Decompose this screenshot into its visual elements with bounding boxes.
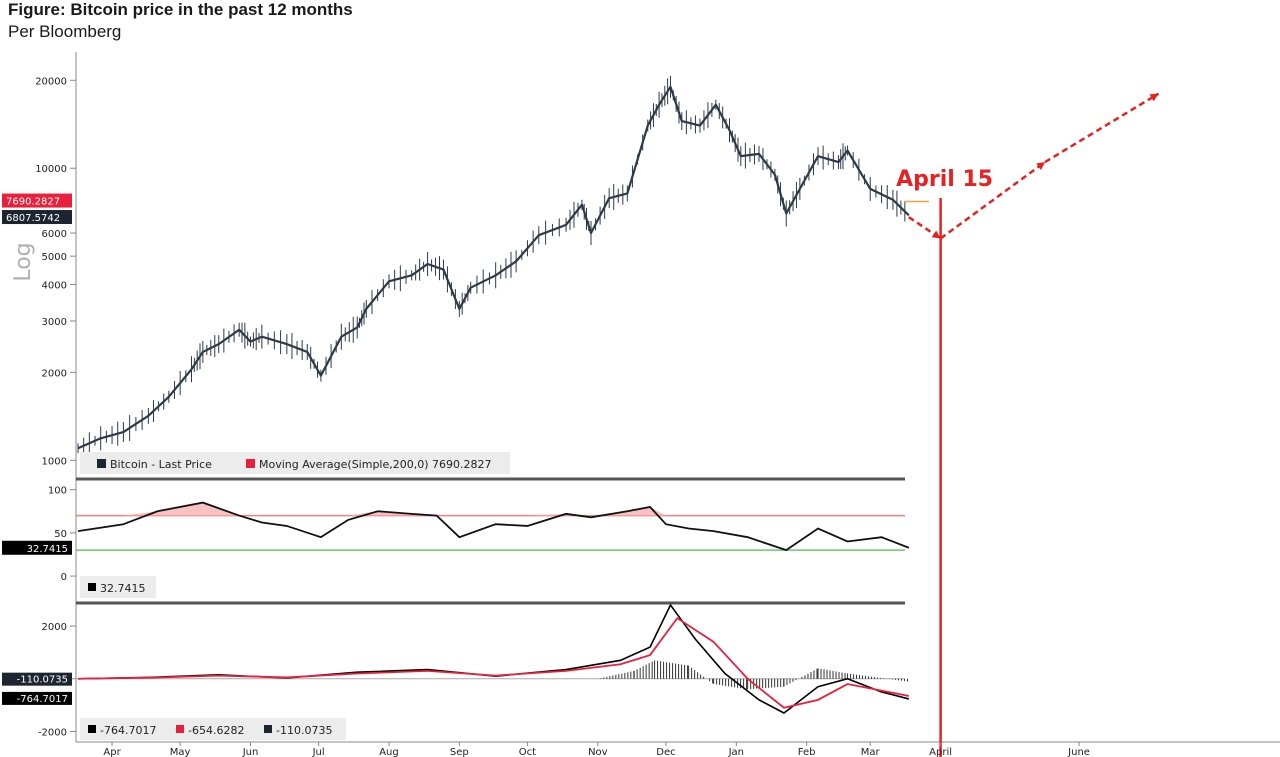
macd-legend-swatch xyxy=(176,725,184,733)
rsi-overbought-fill xyxy=(348,511,378,516)
projection-arrowhead xyxy=(1036,162,1046,170)
y-tick-label: 5000 xyxy=(42,252,67,263)
macd-tick-label: -2000 xyxy=(38,727,67,738)
rsi-overbought-fill xyxy=(527,513,567,516)
rsi-overbought-fill xyxy=(627,506,651,516)
macd-tag-hist-label: -110.0735 xyxy=(17,675,68,686)
projection-arrowhead xyxy=(931,230,941,239)
y-tick-label: 1000 xyxy=(42,456,67,467)
y-tick-label: 3000 xyxy=(42,317,67,328)
rsi-tag xyxy=(2,540,72,555)
month-label: Jan xyxy=(728,747,744,757)
macd-legend-label: -764.7017 xyxy=(100,724,156,737)
macd-legend-label: -654.6282 xyxy=(188,724,244,737)
legend-label-ma: Moving Average(Simple,200,0) 7690.2827 xyxy=(259,458,492,471)
projection-arrowhead xyxy=(1149,93,1159,102)
y-tick-label: 2000 xyxy=(42,368,67,379)
rsi-legend-box xyxy=(80,576,156,598)
month-label: Oct xyxy=(519,747,536,757)
macd-line xyxy=(77,603,910,714)
y-tick-label: 20000 xyxy=(35,76,67,87)
month-label: Aug xyxy=(379,747,399,757)
macd-tick-label: 2000 xyxy=(42,622,67,633)
rsi-legend-swatch xyxy=(88,583,96,591)
macd-legend-swatch xyxy=(88,725,96,733)
macd-legend-swatch xyxy=(264,725,272,733)
month-label: Feb xyxy=(798,747,816,757)
rsi-tick-label: 100 xyxy=(48,486,67,497)
macd-signal-line xyxy=(77,616,909,709)
projection-segment xyxy=(1044,92,1160,164)
month-label: Dec xyxy=(656,747,675,757)
projection-segment xyxy=(939,161,1046,240)
price-tag-last xyxy=(2,210,72,225)
april-15-label: April 15 xyxy=(896,167,993,192)
legend-swatch-ma xyxy=(246,459,255,468)
price-tag-ma-label: 7690.2827 xyxy=(6,197,60,208)
price-line xyxy=(77,85,910,450)
price-tag-ma xyxy=(2,193,72,208)
y-tick-label: 6000 xyxy=(42,229,67,240)
month-label: June xyxy=(1067,747,1090,757)
rsi-overbought-fill xyxy=(650,506,666,516)
rsi-overbought-fill xyxy=(157,502,203,516)
macd-tag-line xyxy=(2,691,72,705)
legend-label-price: Bitcoin - Last Price xyxy=(110,458,212,471)
y-tick-label: 4000 xyxy=(42,280,67,291)
rsi-legend-label: 32.7415 xyxy=(100,582,146,595)
price-tag-last-label: 6807.5742 xyxy=(6,213,60,224)
month-label: Sep xyxy=(450,747,469,757)
legend-swatch-price xyxy=(97,459,106,468)
month-label: Jul xyxy=(312,747,325,757)
price-legend-box xyxy=(80,452,510,474)
month-label: Apr xyxy=(103,747,121,757)
month-label: May xyxy=(170,747,191,757)
macd-tag-hist xyxy=(2,672,72,686)
rsi-tick-label: 0 xyxy=(61,572,67,583)
rsi-tick-label: 50 xyxy=(54,529,67,540)
month-label: Jun xyxy=(242,747,259,757)
macd-legend-label: -110.0735 xyxy=(276,724,332,737)
rsi-line xyxy=(77,501,910,552)
figure-subtitle: Per Bloomberg xyxy=(8,22,122,41)
y-tick-label: 10000 xyxy=(35,164,67,175)
month-label: Mar xyxy=(861,747,881,757)
month-label: April xyxy=(929,747,952,757)
rsi-tag-label: 32.7415 xyxy=(27,544,68,555)
month-label: Nov xyxy=(588,747,608,757)
macd-legend-box xyxy=(80,718,346,740)
figure-title: Figure: Bitcoin price in the past 12 mon… xyxy=(8,0,353,19)
y-axis-label: Log xyxy=(11,242,36,281)
macd-tag-line-label: -764.7017 xyxy=(17,694,68,705)
